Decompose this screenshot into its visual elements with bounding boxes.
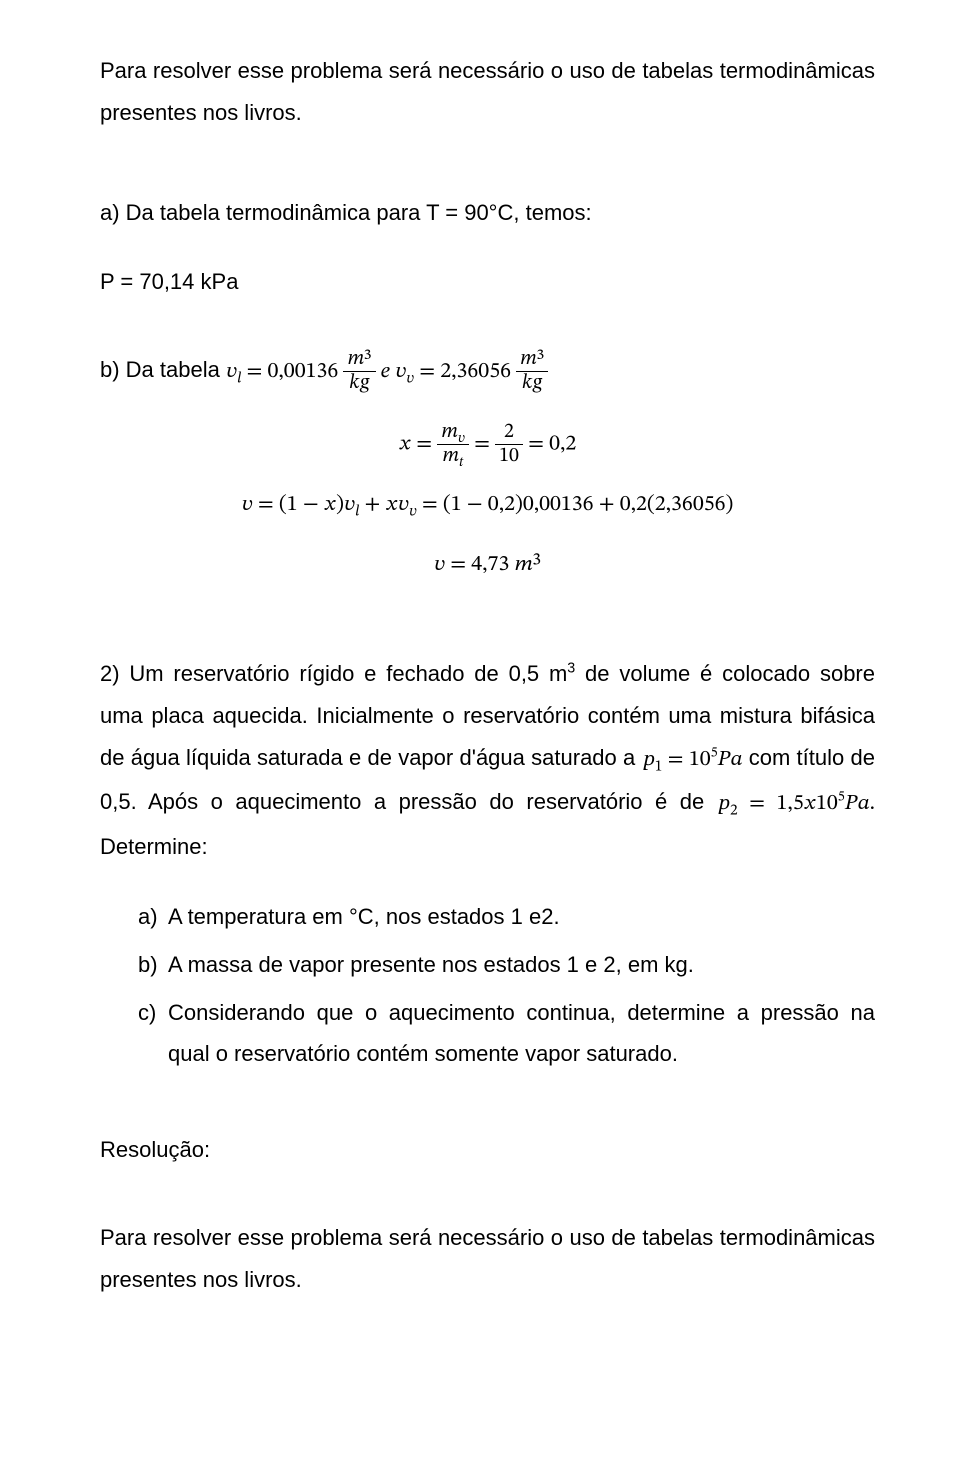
p2-sub: 2 — [730, 803, 738, 819]
p2-var: 𝑝 — [717, 793, 730, 815]
q2-determine: Determine: — [100, 834, 208, 859]
frac-num: 𝑚³ — [516, 349, 548, 372]
fraction-mv-mt: 𝑚𝑣 𝑚𝑡 — [437, 422, 469, 467]
item-text: A massa de vapor presente nos estados 1 … — [168, 944, 875, 986]
p1-var: 𝑝 — [642, 749, 655, 771]
list-item: c) Considerando que o aquecimento contin… — [138, 992, 875, 1076]
p2-exp: 5 — [838, 791, 845, 805]
eq-x-rhs: = 0,2 — [528, 434, 576, 456]
unit-fraction: 𝑚³𝑘𝑔 — [343, 349, 375, 394]
part-a-header: a) Da tabela termodinâmica para T = 90°C… — [100, 192, 875, 234]
item-marker: b) — [138, 944, 168, 986]
vl-sym: 𝑣 — [226, 361, 237, 383]
list-item: a) A temperatura em °C, nos estados 1 e2… — [138, 896, 875, 938]
vl-value: = 0,00136 — [241, 361, 343, 383]
question-2-statement: 2) Um reservatório rígido e fechado de 0… — [100, 653, 875, 868]
frac-den: 𝑚𝑡 — [437, 445, 469, 467]
p1-val: = 10 — [662, 749, 710, 771]
vl-expr: 𝑣𝑙 = 0,00136 𝑚³𝑘𝑔 — [226, 361, 381, 383]
spacer — [100, 162, 875, 192]
fraction-2-10: 2 10 — [495, 422, 523, 467]
resolution-label: Resolução: — [100, 1129, 875, 1171]
equation-v-expansion: 𝑣 = (1 − 𝑥)𝑣𝑙 + 𝑥𝑣𝑣 = (1 − 0,2)0,00136 +… — [100, 485, 875, 527]
vv-value: = 2,36056 — [414, 361, 516, 383]
intro-paragraph: Para resolver esse problema será necessá… — [100, 50, 875, 134]
p1-exp: 5 — [711, 746, 718, 760]
resolution-paragraph: Para resolver esse problema será necessá… — [100, 1217, 875, 1301]
q2-prefix: 2) Um reservatório rígido e fechado de 0… — [100, 661, 567, 686]
frac-den: 𝑘𝑔 — [516, 372, 548, 394]
equation-v-result: 𝑣 = 4,73 𝑚³ — [100, 545, 875, 587]
frac-num: 𝑚³ — [343, 349, 375, 372]
vv-sym: 𝑣 — [395, 361, 406, 383]
unit-fraction: 𝑚³𝑘𝑔 — [516, 349, 548, 394]
item-marker: c) — [138, 992, 168, 1076]
p2-val: = 1,5𝑥10 — [738, 793, 838, 815]
p1-expr: 𝑝1 = 105𝑃𝑎 — [642, 749, 743, 771]
vv-expr: 𝑣𝑣 = 2,36056 𝑚³𝑘𝑔 — [395, 361, 548, 383]
eq-x-mid: = — [474, 434, 495, 456]
p1-unit: 𝑃𝑎 — [718, 749, 743, 771]
spacer — [100, 331, 875, 349]
frac-num: 2 — [495, 422, 523, 445]
p2-expr: 𝑝2 = 1,5𝑥105𝑃𝑎. — [717, 793, 875, 815]
spacer — [100, 605, 875, 653]
part-b-line: b) Da tabela 𝑣𝑙 = 0,00136 𝑚³𝑘𝑔 𝑒 𝑣𝑣 = 2,… — [100, 349, 875, 394]
frac-den: 𝑘𝑔 — [343, 372, 375, 394]
vv-subscript: 𝑣 — [406, 371, 414, 387]
part-a-value: P = 70,14 kPa — [100, 261, 875, 303]
equation-x: 𝑥 = 𝑚𝑣 𝑚𝑡 = 2 10 = 0,2 — [100, 422, 875, 467]
item-text: A temperatura em °C, nos estados 1 e2. — [168, 896, 875, 938]
p2-unit: 𝑃𝑎. — [845, 793, 875, 815]
question-2-list: a) A temperatura em °C, nos estados 1 e2… — [100, 896, 875, 1075]
part-b-prefix: b) Da tabela — [100, 357, 226, 382]
spacer — [100, 1081, 875, 1129]
frac-den: 10 — [495, 445, 523, 467]
list-item: b) A massa de vapor presente nos estados… — [138, 944, 875, 986]
item-text: Considerando que o aquecimento continua,… — [168, 992, 875, 1076]
spacer — [100, 1199, 875, 1217]
frac-num: 𝑚𝑣 — [437, 422, 469, 445]
eq-x-lhs: 𝑥 = — [399, 434, 437, 456]
conjunction: 𝑒 — [381, 361, 396, 383]
page: Para resolver esse problema será necessá… — [0, 0, 960, 1457]
item-marker: a) — [138, 896, 168, 938]
